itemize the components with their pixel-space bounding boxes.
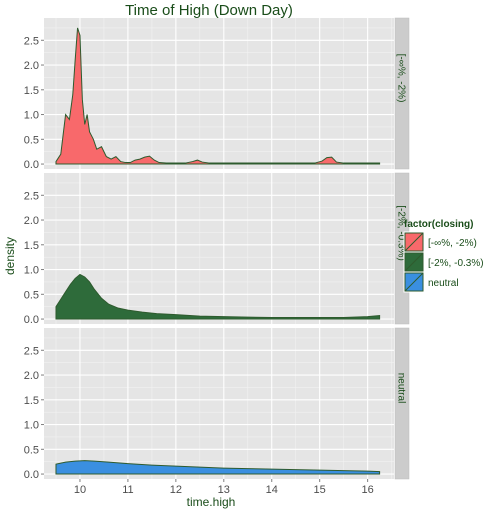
legend: factor(closing) [-∞%, -2%) [-2%, -0.3%) ne…	[403, 219, 484, 293]
x-tick-label: 16	[362, 484, 374, 496]
facet-strip-label: neutral	[396, 373, 407, 404]
facet-strip-label: [-∞%, -2%)	[396, 54, 407, 103]
y-tick-label: 0.5	[24, 289, 39, 301]
x-axis-title: time.high	[187, 495, 236, 509]
y-tick-label: 1.5	[24, 240, 39, 252]
x-tick-label: 10	[74, 484, 86, 496]
y-tick-label: 0.0	[24, 314, 39, 326]
x-axis: 10 11 12 13 14 15 16	[74, 479, 374, 496]
panel-background	[44, 328, 394, 479]
y-tick-label: 1.5	[24, 85, 39, 97]
density-area	[55, 460, 381, 475]
x-tick-label: 15	[314, 484, 326, 496]
legend-swatch-slash	[404, 252, 424, 272]
x-tick-label: 14	[266, 484, 278, 496]
legend-label: [-2%, -0.3%)	[428, 258, 484, 269]
y-tick-label: 2.5	[24, 345, 39, 357]
density-area	[55, 27, 381, 165]
facet-strip	[394, 17, 410, 170]
x-tick-label: 11	[122, 484, 133, 496]
y-tick-label: 0.5	[24, 444, 39, 456]
legend-swatch-slash	[404, 232, 424, 252]
y-axis-title: density	[3, 237, 17, 275]
panel-background	[44, 18, 394, 169]
y-tick-label: 2.0	[24, 370, 39, 382]
legend-entries: [-∞%, -2%) [-2%, -0.3%) neutral	[403, 231, 484, 293]
y-tick-label: 2.0	[24, 60, 39, 72]
y-tick-label: 1.0	[24, 420, 39, 432]
legend-swatch-slash	[404, 272, 424, 292]
y-tick-label: 2.5	[24, 35, 39, 47]
x-tick-label: 12	[170, 484, 182, 496]
y-tick-label: 1.0	[24, 265, 39, 277]
y-tick-label: 0.0	[24, 159, 39, 171]
facet-panel: 0.0 0.5 1.0 1.5 2.0 2.5 [-∞%, -2%)	[24, 17, 410, 171]
y-tick-label: 2.5	[24, 190, 39, 202]
facet-strip	[394, 327, 410, 480]
chart-title: Time of High (Down Day)	[125, 2, 293, 19]
y-tick-label: 1.0	[24, 110, 39, 122]
legend-label: neutral	[428, 278, 459, 289]
legend-label: [-∞%, -2%)	[428, 238, 477, 249]
y-tick-label: 1.5	[24, 395, 39, 407]
facet-panels: 0.0 0.5 1.0 1.5 2.0 2.5 [-∞%, -2%) 0.0 0.5 1.0 1.5…	[24, 17, 410, 481]
density-area	[55, 273, 381, 320]
y-tick-label: 0.5	[24, 134, 39, 146]
y-tick-label: 2.0	[24, 215, 39, 227]
facet-strip-label: [-2%, -0.3%)	[396, 205, 407, 261]
x-tick-label: 13	[218, 484, 230, 496]
y-tick-label: 0.0	[24, 469, 39, 481]
facet-panel: 0.0 0.5 1.0 1.5 2.0 2.5 neutral	[24, 327, 410, 481]
facet-panel: 0.0 0.5 1.0 1.5 2.0 2.5 [-2%, -0.3%)	[24, 172, 410, 326]
legend-title: factor(closing)	[404, 219, 473, 230]
